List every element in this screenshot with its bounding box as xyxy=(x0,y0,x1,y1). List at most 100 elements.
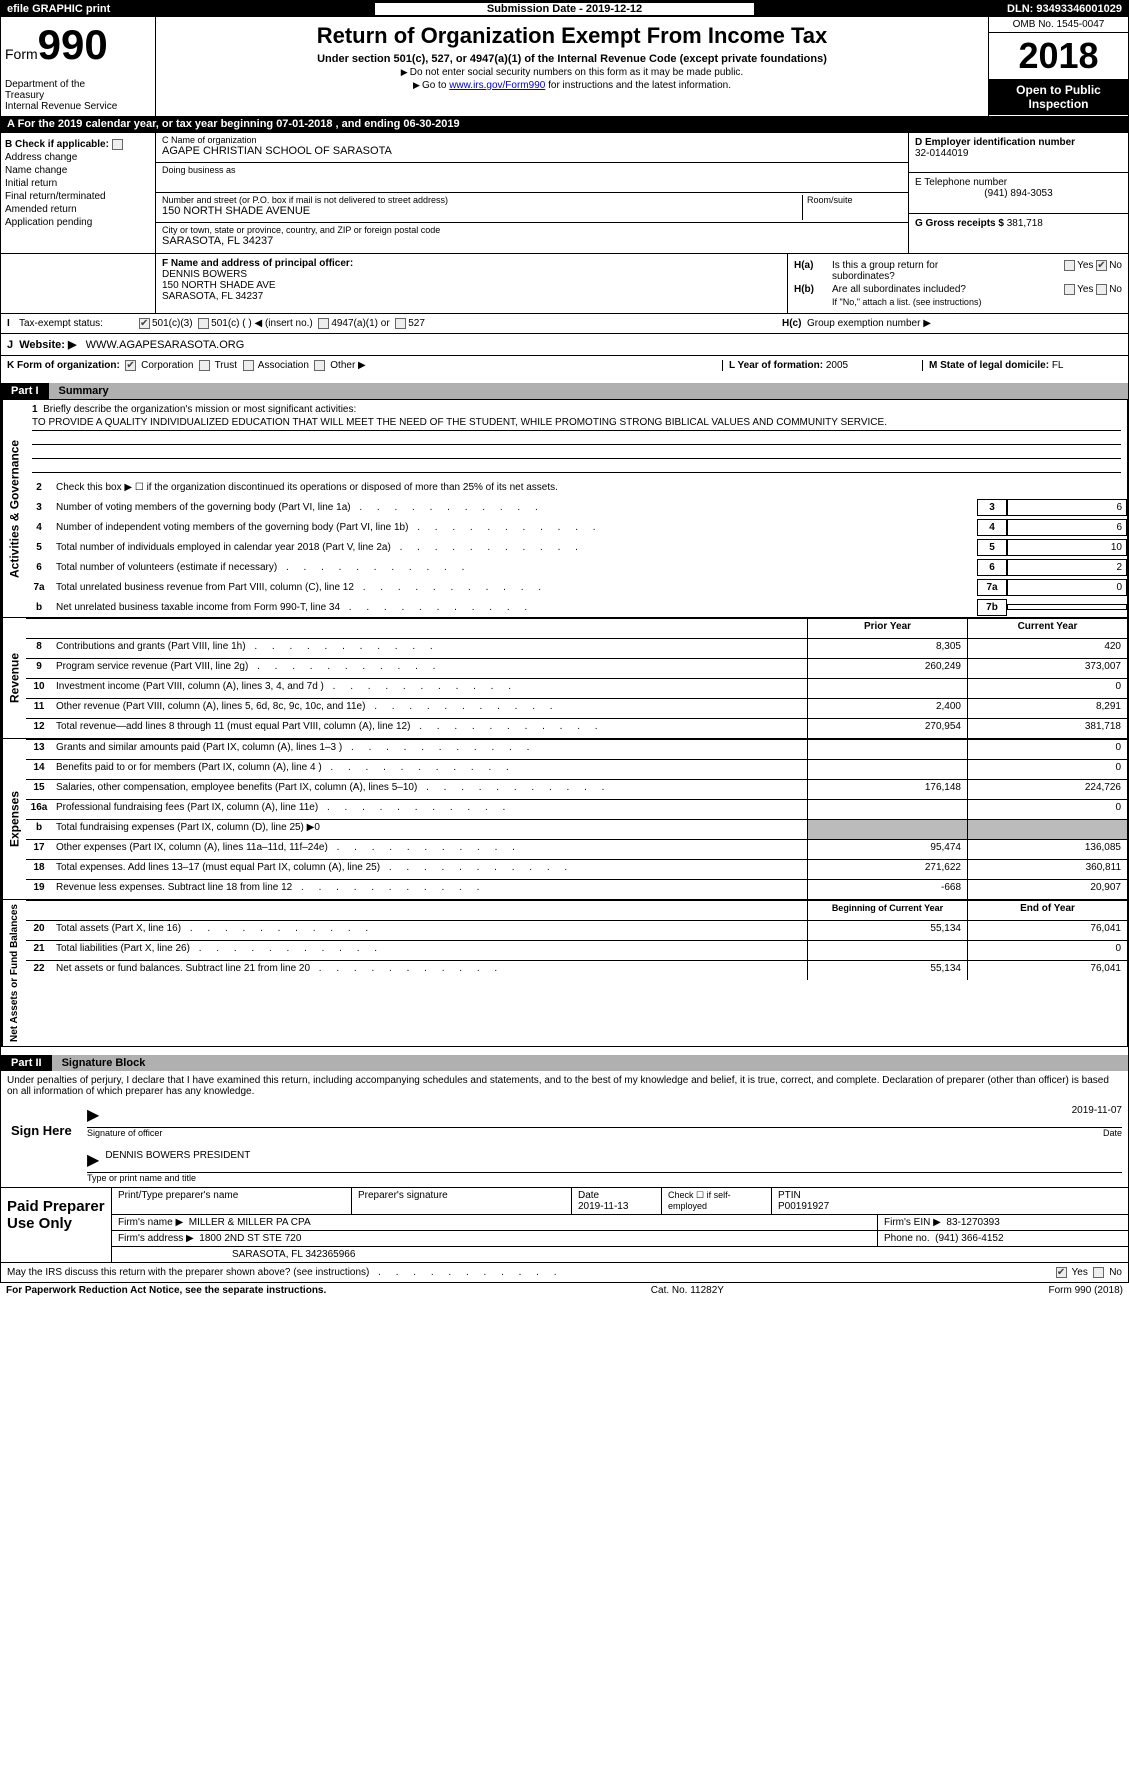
year-box: OMB No. 1545-0047 2018 Open to Public In… xyxy=(988,17,1128,116)
website-label: Website: ▶ xyxy=(19,339,76,351)
line-desc: Program service revenue (Part VIII, line… xyxy=(52,658,807,678)
dba-label: Doing business as xyxy=(162,165,902,175)
opt-corp: Corporation xyxy=(141,360,193,371)
ein-value: 32-0144019 xyxy=(915,148,1122,159)
opt-501c3: 501(c)(3) xyxy=(152,318,193,329)
opt-address: Address change xyxy=(5,152,151,163)
part1-title: Summary xyxy=(49,383,1128,399)
501c3-checkbox[interactable] xyxy=(139,318,150,329)
assoc-checkbox[interactable] xyxy=(243,360,254,371)
b-header: B Check if applicable: xyxy=(5,139,109,150)
4947-checkbox[interactable] xyxy=(318,318,329,329)
prep-date-label: Date xyxy=(578,1190,655,1201)
b-checkboxes: B Check if applicable: Address change Na… xyxy=(1,133,156,253)
hb-text: Are all subordinates included? xyxy=(832,284,1064,295)
line-desc: Investment income (Part VIII, column (A)… xyxy=(52,678,807,698)
line-desc: Number of voting members of the governin… xyxy=(52,500,977,515)
opt-assoc: Association xyxy=(258,360,309,371)
irs-link[interactable]: www.irs.gov/Form990 xyxy=(449,80,545,91)
prior-val: -668 xyxy=(807,879,967,899)
line-box: 7b xyxy=(977,599,1007,616)
line-desc: Total liabilities (Part X, line 26) xyxy=(52,940,807,960)
prior-val xyxy=(807,678,967,698)
discuss-text: May the IRS discuss this return with the… xyxy=(7,1267,369,1278)
q2-num: 2 xyxy=(26,482,52,493)
part1-label: Part I xyxy=(1,383,49,399)
inspection-line2: Inspection xyxy=(993,97,1124,111)
gross-receipts: 381,718 xyxy=(1007,218,1043,229)
line-box: 4 xyxy=(977,519,1007,536)
curr-val: 0 xyxy=(967,739,1127,759)
line-box: 7a xyxy=(977,579,1007,596)
527-checkbox[interactable] xyxy=(395,318,406,329)
ha-label: H(a) xyxy=(794,260,832,282)
line-val: 0 xyxy=(1007,579,1127,596)
checkbox[interactable] xyxy=(112,139,123,150)
line-desc: Number of independent voting members of … xyxy=(52,520,977,535)
ptin-label: PTIN xyxy=(778,1190,1122,1201)
date-label: Date xyxy=(1103,1128,1122,1138)
line-num: 16a xyxy=(26,799,52,819)
curr-val: 373,007 xyxy=(967,658,1127,678)
line-box: 6 xyxy=(977,559,1007,576)
line-num: 13 xyxy=(26,739,52,759)
discuss-yes-checkbox[interactable] xyxy=(1056,1267,1067,1278)
dept-line1: Department of the xyxy=(5,79,151,90)
line-val: 6 xyxy=(1007,499,1127,516)
phone-label: Phone no. xyxy=(884,1233,930,1244)
prep-date: 2019-11-13 xyxy=(578,1201,655,1212)
firm-ein-label: Firm's EIN ▶ xyxy=(884,1217,941,1228)
ha-no-checkbox[interactable] xyxy=(1096,260,1107,271)
name-title-label: Type or print name and title xyxy=(87,1173,1122,1183)
line-desc: Total number of volunteers (estimate if … xyxy=(52,560,977,575)
ha-yes-checkbox[interactable] xyxy=(1064,260,1075,271)
prior-val: 8,305 xyxy=(807,638,967,658)
line-num: 7a xyxy=(26,582,52,593)
prior-val xyxy=(807,739,967,759)
hb-no-checkbox[interactable] xyxy=(1096,284,1107,295)
part2-label: Part II xyxy=(1,1055,52,1071)
phone-value: (941) 894-3053 xyxy=(915,188,1122,199)
discuss-no-checkbox[interactable] xyxy=(1093,1267,1104,1278)
form-label: Form xyxy=(5,46,38,62)
officer-typed-name: DENNIS BOWERS PRESIDENT xyxy=(105,1150,250,1170)
line-desc: Grants and similar amounts paid (Part IX… xyxy=(52,739,807,759)
curr-val xyxy=(967,819,1127,839)
firm-addr2: SARASOTA, FL 342365966 xyxy=(112,1247,1128,1262)
sig-date: 2019-11-07 xyxy=(1072,1105,1122,1125)
trust-checkbox[interactable] xyxy=(199,360,210,371)
form-id-box: Form990 Department of the Treasury Inter… xyxy=(1,17,156,116)
line-val: 10 xyxy=(1007,539,1127,556)
part2-title: Signature Block xyxy=(52,1055,1128,1071)
curr-val: 0 xyxy=(967,678,1127,698)
i-label: I xyxy=(7,318,19,329)
ha-text2: subordinates? xyxy=(832,271,895,282)
line-num: 22 xyxy=(26,960,52,980)
line-desc: Total expenses. Add lines 13–17 (must eq… xyxy=(52,859,807,879)
inspection-line1: Open to Public xyxy=(993,83,1124,97)
e-label: E Telephone number xyxy=(915,177,1122,188)
line-val xyxy=(1007,604,1127,610)
curr-val: 136,085 xyxy=(967,839,1127,859)
efile-header: efile GRAPHIC print Submission Date - 20… xyxy=(1,1,1128,17)
corp-checkbox[interactable] xyxy=(125,360,136,371)
line-desc: Total number of individuals employed in … xyxy=(52,540,977,555)
501c-checkbox[interactable] xyxy=(198,318,209,329)
curr-val: 0 xyxy=(967,759,1127,779)
formation-year: 2005 xyxy=(826,360,848,371)
side-revenue: Revenue xyxy=(2,618,26,738)
line-num: 3 xyxy=(26,502,52,513)
other-checkbox[interactable] xyxy=(314,360,325,371)
m-label: M State of legal domicile: xyxy=(929,360,1049,371)
preparer-sig-label: Preparer's signature xyxy=(358,1190,565,1201)
j-label: J xyxy=(7,339,13,351)
a-calendar-row: A For the 2019 calendar year, or tax yea… xyxy=(1,116,1128,132)
line-num: b xyxy=(26,819,52,839)
city-label: City or town, state or province, country… xyxy=(162,225,902,235)
opt-amended: Amended return xyxy=(5,204,151,215)
q1-text: Briefly describe the organization's miss… xyxy=(43,404,356,415)
hb-yes-checkbox[interactable] xyxy=(1064,284,1075,295)
tax-exempt-label: Tax-exempt status: xyxy=(19,318,139,329)
line-num: 8 xyxy=(26,638,52,658)
footer-mid: Cat. No. 11282Y xyxy=(651,1285,724,1296)
